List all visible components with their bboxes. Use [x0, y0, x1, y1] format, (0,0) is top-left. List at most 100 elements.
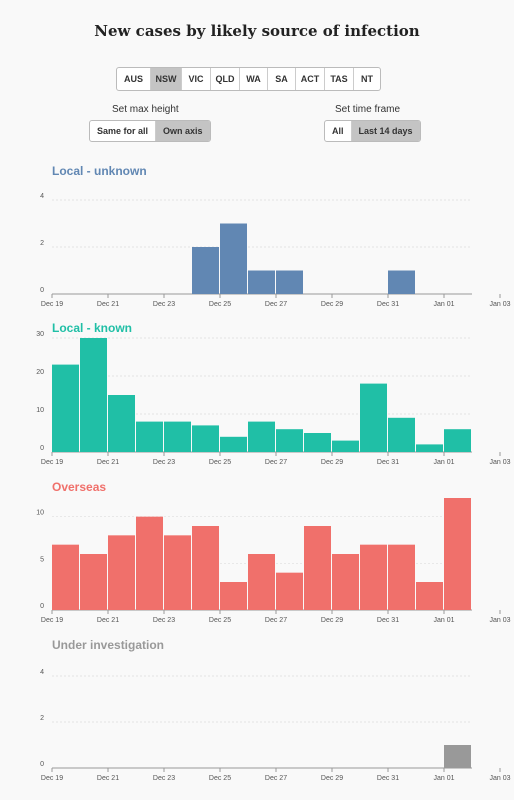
bar-overseas-dec-24[interactable] — [192, 526, 219, 610]
x-tick-label: Dec 31 — [377, 301, 399, 308]
chart-title-under-investigation: Under investigation — [52, 638, 165, 652]
bar-overseas-dec-27[interactable] — [276, 572, 303, 610]
bar-overseas-dec-31[interactable] — [388, 544, 415, 610]
x-tick-label: Dec 23 — [153, 301, 175, 308]
chart-title-overseas: Overseas — [52, 480, 107, 494]
bar-local-known-dec-30[interactable] — [360, 383, 387, 452]
y-tick-label: 20 — [36, 369, 44, 376]
bar-overseas-dec-23[interactable] — [164, 535, 191, 610]
bar-local-unknown-dec-26[interactable] — [248, 270, 275, 295]
page-title: New cases by likely source of infection — [94, 22, 420, 40]
bar-local-known-dec-19[interactable] — [52, 364, 79, 452]
bar-overseas-dec-19[interactable] — [52, 544, 79, 610]
tab-sa[interactable]: SA — [267, 68, 295, 90]
bar-overseas-dec-30[interactable] — [360, 544, 387, 610]
x-tick-label: Dec 27 — [265, 775, 287, 782]
x-tick-label: Dec 23 — [153, 459, 175, 466]
x-tick-label: Dec 21 — [97, 617, 119, 624]
bar-local-unknown-dec-27[interactable] — [276, 270, 303, 295]
y-tick-label: 0 — [40, 287, 44, 294]
time-frame-label: Set time frame — [335, 104, 401, 115]
bar-under-investigation-jan-02[interactable] — [444, 745, 471, 768]
bar-local-known-dec-22[interactable] — [136, 421, 163, 452]
bar-overseas-dec-20[interactable] — [80, 554, 107, 610]
x-tick-label: Dec 31 — [377, 459, 399, 466]
tab-act[interactable]: ACT — [295, 68, 324, 90]
x-tick-label: Dec 29 — [321, 301, 343, 308]
x-tick-label: Jan 01 — [433, 459, 454, 466]
x-tick-label: Dec 27 — [265, 459, 287, 466]
x-tick-label: Jan 03 — [489, 301, 510, 308]
state-tabs: AUS NSW VIC QLD WA SA ACT TAS NT — [116, 67, 381, 91]
max-height-label: Set max height — [112, 104, 179, 115]
chart-under-investigation: 0 2 4 Dec 19 Dec 21 Dec 23 Dec 25 Dec 27 Dec 29 D… — [40, 669, 511, 782]
tab-tas[interactable]: TAS — [324, 68, 353, 90]
bar-local-known-jan-01[interactable] — [416, 444, 443, 452]
x-tick-label: Dec 19 — [41, 617, 63, 624]
chart-title-local-unknown: Local - unknown — [52, 164, 147, 178]
tab-wa[interactable]: WA — [239, 68, 267, 90]
y-tick-label: 2 — [40, 715, 44, 722]
x-tick-label: Dec 19 — [41, 301, 63, 308]
y-tick-label: 4 — [40, 669, 44, 676]
bar-local-known-jan-02[interactable] — [444, 429, 471, 452]
bar-local-known-dec-31[interactable] — [388, 417, 415, 452]
y-tick-label: 5 — [40, 556, 44, 563]
y-tick-label: 4 — [40, 193, 44, 200]
x-tick-label: Jan 03 — [489, 617, 510, 624]
x-tick-label: Dec 19 — [41, 459, 63, 466]
bar-local-unknown-dec-25[interactable] — [220, 223, 247, 295]
bar-overseas-dec-21[interactable] — [108, 535, 135, 610]
tab-nt[interactable]: NT — [353, 68, 380, 90]
x-tick-label: Jan 01 — [433, 775, 454, 782]
bar-local-known-dec-25[interactable] — [220, 436, 247, 452]
tab-nsw[interactable]: NSW — [150, 68, 181, 90]
x-tick-label: Dec 25 — [209, 617, 231, 624]
chart-title-local-known: Local - known — [52, 321, 133, 335]
bar-local-unknown-dec-24[interactable] — [192, 247, 219, 294]
x-tick-label: Dec 29 — [321, 617, 343, 624]
bar-overseas-dec-29[interactable] — [332, 554, 359, 610]
bar-local-known-dec-29[interactable] — [332, 440, 359, 452]
bar-overseas-jan-02[interactable] — [444, 498, 471, 610]
x-tick-label: Dec 27 — [265, 301, 287, 308]
tab-qld[interactable]: QLD — [210, 68, 239, 90]
x-tick-label: Dec 25 — [209, 301, 231, 308]
chart-overseas: 0 5 10 Dec 19 Dec 21 Dec 23 Dec 25 Dec 27 Dec 29… — [36, 498, 511, 624]
all-button[interactable]: All — [332, 126, 344, 136]
bar-local-known-dec-23[interactable] — [164, 421, 191, 452]
y-tick-label: 10 — [36, 510, 44, 517]
y-tick-label: 10 — [36, 407, 44, 414]
bar-local-known-dec-28[interactable] — [304, 433, 331, 452]
x-tick-label: Dec 23 — [153, 775, 175, 782]
y-tick-label: 30 — [36, 331, 44, 338]
bar-overseas-dec-26[interactable] — [248, 554, 275, 610]
x-tick-label: Dec 19 — [41, 775, 63, 782]
y-tick-label: 0 — [40, 603, 44, 610]
last-14-days-button[interactable]: Last 14 days — [350, 121, 420, 141]
bar-overseas-dec-28[interactable] — [304, 526, 331, 610]
bar-local-known-dec-20[interactable] — [80, 338, 107, 452]
x-tick-label: Jan 03 — [489, 459, 510, 466]
bar-overseas-dec-22[interactable] — [136, 516, 163, 610]
y-tick-label: 0 — [40, 445, 44, 452]
time-frame-toggle: All Last 14 days — [324, 120, 421, 142]
x-tick-label: Dec 21 — [97, 459, 119, 466]
bar-local-unknown-dec-31[interactable] — [388, 270, 415, 295]
tab-aus[interactable]: AUS — [123, 74, 143, 84]
x-tick-label: Dec 21 — [97, 775, 119, 782]
bar-overseas-dec-25[interactable] — [220, 582, 247, 610]
bar-local-known-dec-21[interactable] — [108, 395, 135, 452]
x-tick-label: Dec 21 — [97, 301, 119, 308]
chart-local-known: 0 10 20 30 Dec 19 Dec 21 Dec 23 Dec 25 Dec 27 Dec… — [36, 331, 510, 466]
bar-local-known-dec-27[interactable] — [276, 429, 303, 452]
x-tick-label: Jan 01 — [433, 301, 454, 308]
x-tick-label: Dec 31 — [377, 617, 399, 624]
bar-overseas-jan-01[interactable] — [416, 582, 443, 610]
bar-local-known-dec-24[interactable] — [192, 425, 219, 452]
own-axis-button[interactable]: Own axis — [155, 121, 210, 141]
bar-local-known-dec-26[interactable] — [248, 421, 275, 452]
tab-vic[interactable]: VIC — [181, 68, 210, 90]
x-tick-label: Dec 29 — [321, 775, 343, 782]
same-for-all-button[interactable]: Same for all — [97, 126, 149, 136]
